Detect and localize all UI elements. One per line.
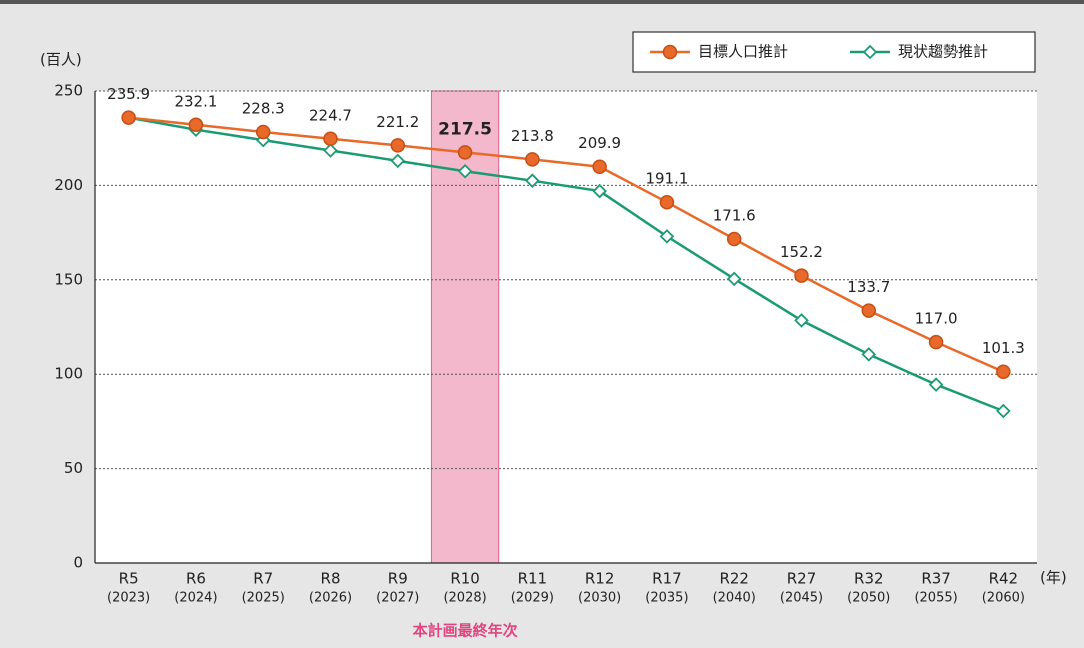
legend-marker: [662, 44, 678, 60]
point: [592, 183, 607, 199]
point: [457, 163, 473, 179]
data-label: 217.5: [438, 119, 492, 139]
point: [794, 268, 809, 283]
x-tick-label: R27: [787, 570, 817, 588]
point: [121, 110, 136, 125]
data-label: 101.3: [982, 339, 1025, 357]
x-tick-year: (2055): [914, 591, 957, 606]
point: [794, 313, 809, 328]
legend-marker: [862, 44, 878, 60]
x-tick-year: (2025): [242, 591, 285, 606]
x-tick-year: (2060): [982, 591, 1025, 606]
highlight-band: [430, 90, 500, 564]
point: [659, 229, 675, 244]
x-tick-year: (2050): [847, 591, 890, 606]
x-tick-label: R5: [119, 570, 139, 588]
x-tick-label: R42: [989, 570, 1019, 588]
x-tick-label: R37: [921, 570, 951, 588]
data-label: 213.8: [511, 127, 554, 145]
legend: [632, 31, 1036, 73]
top-border: [0, 0, 1084, 4]
point: [525, 152, 540, 167]
x-tick-label: R7: [253, 570, 273, 588]
data-label: 228.3: [242, 99, 285, 117]
x-tick-year: (2029): [511, 591, 554, 606]
point: [592, 159, 607, 174]
point: [928, 377, 944, 392]
point: [255, 124, 271, 140]
point: [390, 153, 406, 169]
series-line: [128, 116, 1004, 413]
point: [457, 145, 473, 160]
x-tick-year: (2024): [174, 591, 217, 606]
point: [996, 364, 1011, 379]
legend-label: 現状趨勢推計: [898, 43, 988, 61]
point: [928, 334, 944, 350]
data-label: 171.6: [713, 207, 756, 225]
y-unit-label: (百人): [40, 51, 82, 69]
x-tick-label: R22: [719, 570, 749, 588]
x-tick-year: (2026): [309, 591, 352, 606]
point: [861, 347, 877, 362]
y-tick-label: 250: [54, 82, 83, 100]
data-label: 235.9: [107, 85, 150, 103]
y-tick-label: 100: [54, 365, 83, 383]
point: [525, 173, 540, 188]
plot-area: [95, 91, 1037, 563]
x-tick-label: R12: [585, 570, 615, 588]
x-tick-label: R9: [388, 570, 408, 588]
point: [323, 131, 338, 147]
data-label: 209.9: [578, 134, 621, 152]
point: [726, 231, 742, 247]
data-label: 221.2: [376, 113, 419, 131]
x-unit-label: (年): [1040, 569, 1067, 587]
legend-label: 目標人口推計: [698, 43, 788, 61]
point: [390, 138, 406, 153]
y-tick-label: 200: [54, 176, 83, 194]
x-tick-label: R10: [450, 570, 480, 588]
data-label: 224.7: [309, 106, 352, 124]
y-tick-label: 150: [54, 270, 83, 288]
data-label: 191.1: [645, 170, 688, 188]
x-tick-label: R32: [854, 570, 884, 588]
point: [323, 143, 338, 158]
annotation: 本計画最終年次: [413, 622, 518, 640]
y-tick-label: 50: [64, 459, 83, 477]
x-tick-year: (2045): [780, 591, 823, 606]
y-tick-label: 0: [73, 554, 83, 572]
x-tick-year: (2028): [443, 591, 486, 606]
point: [726, 271, 742, 287]
data-label: 133.7: [847, 278, 890, 296]
data-label: 117.0: [915, 310, 958, 328]
point: [659, 194, 675, 210]
point: [996, 403, 1011, 419]
x-tick-label: R11: [518, 570, 548, 588]
x-tick-year: (2040): [713, 591, 756, 606]
data-label: 152.2: [780, 243, 823, 261]
point: [188, 117, 204, 133]
series-line: [128, 116, 1004, 373]
x-tick-year: (2035): [645, 591, 688, 606]
x-tick-label: R6: [186, 570, 206, 588]
data-label: 232.1: [174, 92, 217, 110]
x-tick-year: (2030): [578, 591, 621, 606]
x-tick-year: (2023): [107, 591, 150, 606]
x-tick-year: (2027): [376, 591, 419, 606]
x-tick-label: R17: [652, 570, 682, 588]
point: [861, 303, 877, 318]
x-tick-label: R8: [321, 570, 341, 588]
